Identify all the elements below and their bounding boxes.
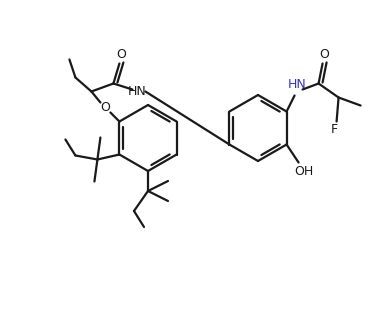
Text: F: F: [331, 123, 338, 136]
Text: O: O: [117, 48, 126, 61]
Text: HN: HN: [128, 85, 147, 98]
Text: O: O: [100, 101, 110, 114]
Text: HN: HN: [288, 78, 307, 91]
Text: OH: OH: [294, 165, 313, 178]
Text: O: O: [320, 48, 330, 61]
